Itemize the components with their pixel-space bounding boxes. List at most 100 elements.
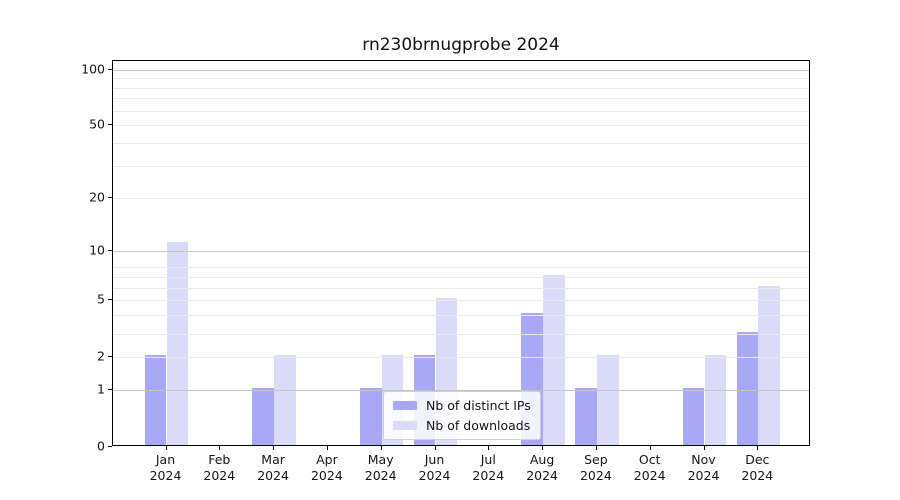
legend: Nb of distinct IPs Nb of downloads bbox=[383, 391, 541, 440]
major-gridline bbox=[113, 250, 809, 252]
bar-distinct-ips-dec bbox=[736, 331, 759, 445]
x-tick-label-apr: Apr 2024 bbox=[297, 452, 357, 485]
minor-gridline bbox=[113, 287, 809, 289]
bar-downloads-dec bbox=[758, 285, 781, 445]
minor-gridline bbox=[113, 198, 809, 200]
x-tick-mark bbox=[273, 446, 275, 450]
x-tick-mark bbox=[380, 446, 382, 450]
y-tick-label: 5 bbox=[97, 291, 105, 307]
y-tick-mark bbox=[108, 299, 112, 301]
bar-distinct-ips-jan bbox=[144, 355, 167, 445]
y-tick-mark bbox=[108, 389, 112, 391]
y-tick-mark bbox=[108, 124, 112, 126]
y-tick-label: 100 bbox=[81, 61, 105, 77]
y-tick-mark bbox=[108, 446, 112, 447]
minor-gridline bbox=[113, 110, 809, 112]
legend-swatch-downloads bbox=[393, 421, 417, 430]
x-tick-month: May bbox=[367, 452, 394, 467]
x-tick-month: Nov bbox=[691, 452, 716, 467]
legend-label: Nb of distinct IPs bbox=[426, 398, 531, 413]
minor-gridline bbox=[113, 315, 809, 317]
plot-area: Nb of distinct IPs Nb of downloads bbox=[112, 60, 810, 446]
minor-gridline bbox=[113, 333, 809, 335]
x-tick-label-jun: Jun 2024 bbox=[405, 452, 465, 485]
x-tick-mark bbox=[219, 446, 221, 450]
x-tick-label-mar: Mar 2024 bbox=[243, 452, 303, 485]
minor-gridline bbox=[113, 166, 809, 168]
x-tick-mark bbox=[165, 446, 167, 450]
x-tick-year: 2024 bbox=[418, 468, 451, 484]
x-tick-mark bbox=[488, 446, 490, 450]
major-gridline bbox=[113, 69, 809, 71]
y-tick-mark bbox=[108, 356, 112, 358]
y-tick-label: 2 bbox=[97, 348, 105, 364]
x-tick-label-may: May 2024 bbox=[351, 452, 411, 485]
minor-gridline bbox=[113, 143, 809, 145]
x-tick-month: Feb bbox=[208, 452, 231, 467]
y-tick-label: 10 bbox=[89, 242, 105, 258]
x-tick-mark bbox=[703, 446, 705, 450]
y-tick-label: 20 bbox=[89, 189, 105, 205]
minor-gridline bbox=[113, 87, 809, 89]
x-tick-year: 2024 bbox=[633, 468, 666, 484]
x-tick-label-aug: Aug 2024 bbox=[512, 452, 572, 485]
x-tick-mark bbox=[595, 446, 597, 450]
x-tick-mark bbox=[542, 446, 544, 450]
minor-gridline bbox=[113, 357, 809, 359]
x-tick-label-jul: Jul 2024 bbox=[458, 452, 518, 485]
y-tick-mark bbox=[108, 197, 112, 199]
x-tick-year: 2024 bbox=[149, 468, 182, 484]
x-tick-year: 2024 bbox=[579, 468, 612, 484]
bar-downloads-nov bbox=[704, 355, 727, 445]
x-tick-label-feb: Feb 2024 bbox=[189, 452, 249, 485]
minor-gridline bbox=[113, 78, 809, 80]
x-tick-month: Jan bbox=[155, 452, 176, 467]
bar-distinct-ips-mar bbox=[252, 388, 275, 445]
x-tick-month: Jul bbox=[480, 452, 496, 467]
minor-gridline bbox=[113, 125, 809, 127]
x-tick-year: 2024 bbox=[364, 468, 397, 484]
x-tick-year: 2024 bbox=[257, 468, 289, 484]
legend-swatch-distinct-ips bbox=[393, 401, 417, 410]
minor-gridline bbox=[113, 267, 809, 269]
x-tick-label-nov: Nov 2024 bbox=[674, 452, 734, 485]
minor-gridline bbox=[113, 276, 809, 278]
x-tick-label-oct: Oct 2024 bbox=[620, 452, 680, 485]
x-tick-year: 2024 bbox=[203, 468, 236, 484]
y-tick-label: 1 bbox=[97, 381, 105, 397]
x-tick-year: 2024 bbox=[472, 468, 505, 484]
x-tick-mark bbox=[757, 446, 759, 450]
y-tick-label: 0 bbox=[97, 438, 105, 454]
x-tick-label-sep: Sep 2024 bbox=[566, 452, 626, 485]
bar-distinct-ips-sep bbox=[575, 388, 597, 445]
x-tick-label-dec: Dec 2024 bbox=[727, 452, 787, 485]
x-tick-month: Apr bbox=[316, 452, 338, 467]
x-tick-month: Oct bbox=[638, 452, 661, 467]
x-tick-year: 2024 bbox=[687, 468, 720, 484]
bar-downloads-sep bbox=[596, 355, 619, 445]
minor-gridline bbox=[113, 300, 809, 302]
x-tick-month: Aug bbox=[529, 452, 555, 467]
x-tick-month: Dec bbox=[745, 452, 770, 467]
x-tick-year: 2024 bbox=[741, 468, 774, 484]
legend-label: Nb of downloads bbox=[426, 418, 531, 433]
bar-downloads-aug bbox=[543, 274, 565, 445]
bar-distinct-ips-may bbox=[359, 388, 382, 445]
x-tick-mark bbox=[649, 446, 651, 450]
bar-distinct-ips-nov bbox=[682, 388, 705, 445]
chart-title: rn230brnugprobe 2024 bbox=[362, 35, 560, 55]
y-tick-label: 50 bbox=[89, 116, 105, 132]
x-tick-month: Mar bbox=[261, 452, 285, 467]
bar-downloads-jan bbox=[166, 241, 189, 445]
legend-item: Nb of distinct IPs bbox=[393, 398, 531, 413]
major-gridline bbox=[113, 390, 809, 392]
bar-downloads-mar bbox=[274, 355, 296, 445]
x-tick-mark bbox=[434, 446, 436, 450]
x-tick-mark bbox=[326, 446, 328, 450]
x-tick-year: 2024 bbox=[526, 468, 558, 484]
x-tick-year: 2024 bbox=[310, 468, 343, 484]
x-tick-month: Sep bbox=[584, 452, 608, 467]
x-tick-month: Jun bbox=[424, 452, 445, 467]
legend-item: Nb of downloads bbox=[393, 418, 531, 433]
